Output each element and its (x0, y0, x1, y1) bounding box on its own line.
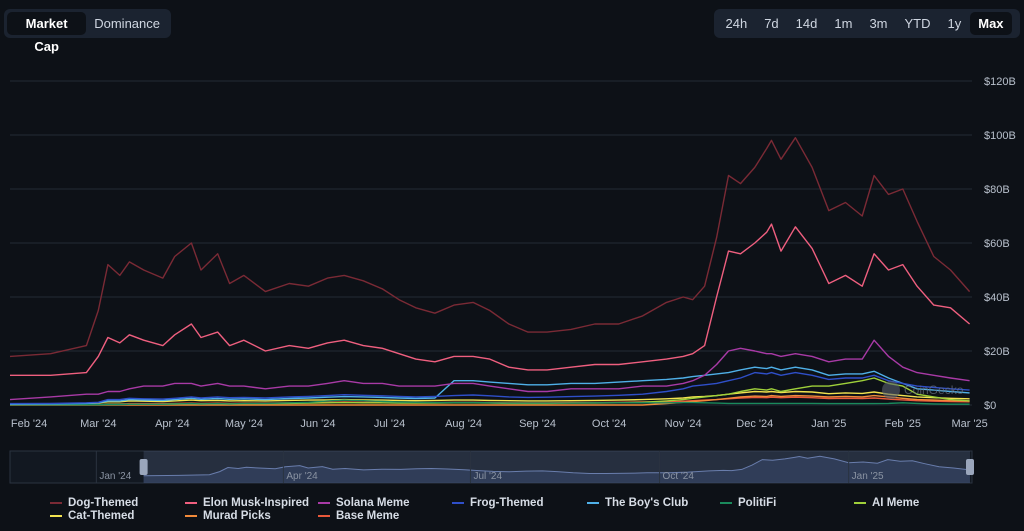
navigator-left-handle[interactable] (139, 459, 148, 475)
series-line-solana-meme (9, 339, 970, 401)
range-selector: 24h 7d 14d 1m 3m YTD 1y Max (714, 9, 1020, 38)
navigator-selection[interactable] (143, 451, 971, 483)
navigator-tick-label: Oct '24 (663, 471, 695, 482)
legend-swatch (318, 515, 330, 517)
legend-label: Frog-Themed (470, 497, 544, 509)
market-cap-chart: $0 $20B $40B $60B $80B $100B $120B CoinGecko F… (9, 76, 1016, 484)
series-line-dog-themed (9, 136, 971, 358)
navigator-tick-label: Jan '24 (99, 471, 131, 482)
legend-label: Base Meme (336, 510, 400, 522)
legend-item-politifi[interactable]: PolitiFi (720, 497, 776, 509)
range-button-14d[interactable]: 14d (795, 16, 818, 31)
legend-swatch (50, 502, 62, 504)
legend-item-base-meme[interactable]: Base Meme (318, 510, 399, 522)
range-button-max[interactable]: Max (969, 12, 1013, 35)
x-tick-label: May '24 (225, 418, 263, 430)
range-button-1m[interactable]: 1m (834, 16, 853, 31)
legend-swatch (452, 502, 464, 504)
x-tick-label: Jul '24 (374, 418, 405, 430)
metric-toggle: Market Cap Dominance (4, 9, 171, 54)
range-button-1y[interactable]: 1y (947, 16, 962, 31)
series-line-cat-themed (9, 390, 970, 406)
navigator: Jan '24 Apr '24 Jul '24 Oct '24 Jan '25 (9, 450, 974, 484)
navigator-line (143, 455, 970, 477)
watermark: CoinGecko (882, 381, 964, 399)
legend-item-frog-themed[interactable]: Frog-Themed (452, 497, 543, 509)
legend-swatch (587, 502, 599, 504)
legend-swatch (185, 515, 197, 517)
navigator-tick-label: Jan '25 (852, 471, 884, 482)
series-line-frog-themed (9, 371, 970, 405)
legend-label: Cat-Themed (68, 510, 135, 522)
y-tick-label: $0 (984, 400, 996, 412)
y-axis-ticks: $0 $20B $40B $60B $80B $100B $120B (984, 76, 1016, 412)
legend-item-the-boy-s-club[interactable]: The Boy's Club (587, 497, 688, 509)
watermark-text: CoinGecko (904, 383, 964, 397)
legend-item-solana-meme[interactable]: Solana Meme (318, 497, 410, 509)
x-tick-label: Apr '24 (155, 418, 190, 430)
y-tick-label: $20B (984, 346, 1010, 358)
y-tick-label: $40B (984, 292, 1010, 304)
x-tick-label: Mar '24 (80, 418, 116, 430)
legend-item-murad-picks[interactable]: Murad Picks (185, 510, 271, 522)
legend-label: AI Meme (872, 497, 920, 509)
navigator-right-handle[interactable] (966, 459, 974, 475)
legend-item-dog-themed[interactable]: Dog-Themed (50, 497, 138, 509)
series-line-politifi (10, 399, 970, 406)
legend-swatch (720, 502, 732, 504)
legend-swatch (50, 515, 62, 517)
series-lines (9, 136, 971, 406)
legend-label: Elon Musk-Inspired (203, 497, 310, 509)
legend-swatch (318, 502, 330, 504)
x-tick-label: Mar '25 (951, 418, 987, 430)
range-button-7d[interactable]: 7d (764, 16, 779, 31)
x-tick-label: Jun '24 (300, 418, 335, 430)
legend-label: Dog-Themed (68, 497, 139, 509)
y-tick-label: $60B (984, 238, 1010, 250)
series-line-murad-picks (10, 394, 970, 406)
legend: Dog-Themed Elon Musk-Inspired Solana Meme F… (0, 495, 1024, 531)
navigator-tick-label: Apr '24 (286, 471, 318, 482)
series-line-elon-musk-inspired (10, 223, 971, 376)
legend-label: PolitiFi (738, 497, 777, 509)
coingecko-logo-icon (882, 381, 900, 399)
series-line-the-boy-s-club (9, 366, 970, 405)
navigator-tick-label: Jul '24 (473, 471, 502, 482)
range-button-ytd[interactable]: YTD (904, 16, 931, 31)
x-tick-label: Sep '24 (519, 418, 556, 430)
y-tick-label: $80B (984, 184, 1010, 196)
legend-swatch (185, 502, 197, 504)
legend-item-cat-themed[interactable]: Cat-Themed (50, 510, 134, 522)
legend-label: Murad Picks (203, 510, 271, 522)
range-button-24h[interactable]: 24h (725, 16, 748, 31)
x-tick-label: Nov '24 (665, 418, 702, 430)
x-tick-label: Feb '24 (11, 418, 47, 430)
legend-label: The Boy's Club (605, 497, 689, 509)
legend-label: Solana Meme (336, 497, 410, 509)
range-button-3m[interactable]: 3m (869, 16, 888, 31)
y-tick-label: $100B (984, 130, 1016, 142)
legend-swatch (854, 502, 866, 504)
x-tick-label: Jan '25 (811, 418, 846, 430)
x-tick-label: Feb '25 (885, 418, 921, 430)
x-tick-label: Oct '24 (592, 418, 627, 430)
legend-item-elon-musk-inspired[interactable]: Elon Musk-Inspired (185, 497, 309, 509)
tab-market-cap[interactable]: Market Cap (7, 12, 87, 54)
y-tick-label: $120B (984, 76, 1016, 88)
navigator-area (143, 456, 970, 483)
grid-lines (10, 80, 972, 406)
x-tick-label: Dec '24 (736, 418, 773, 430)
tab-dominance[interactable]: Dominance (94, 16, 160, 31)
x-tick-label: Aug '24 (445, 418, 482, 430)
x-axis-ticks: Feb '24 Mar '24 Apr '24 May '24 Jun '24 Jul '… (11, 418, 988, 430)
legend-item-ai-meme[interactable]: AI Meme (854, 497, 919, 509)
